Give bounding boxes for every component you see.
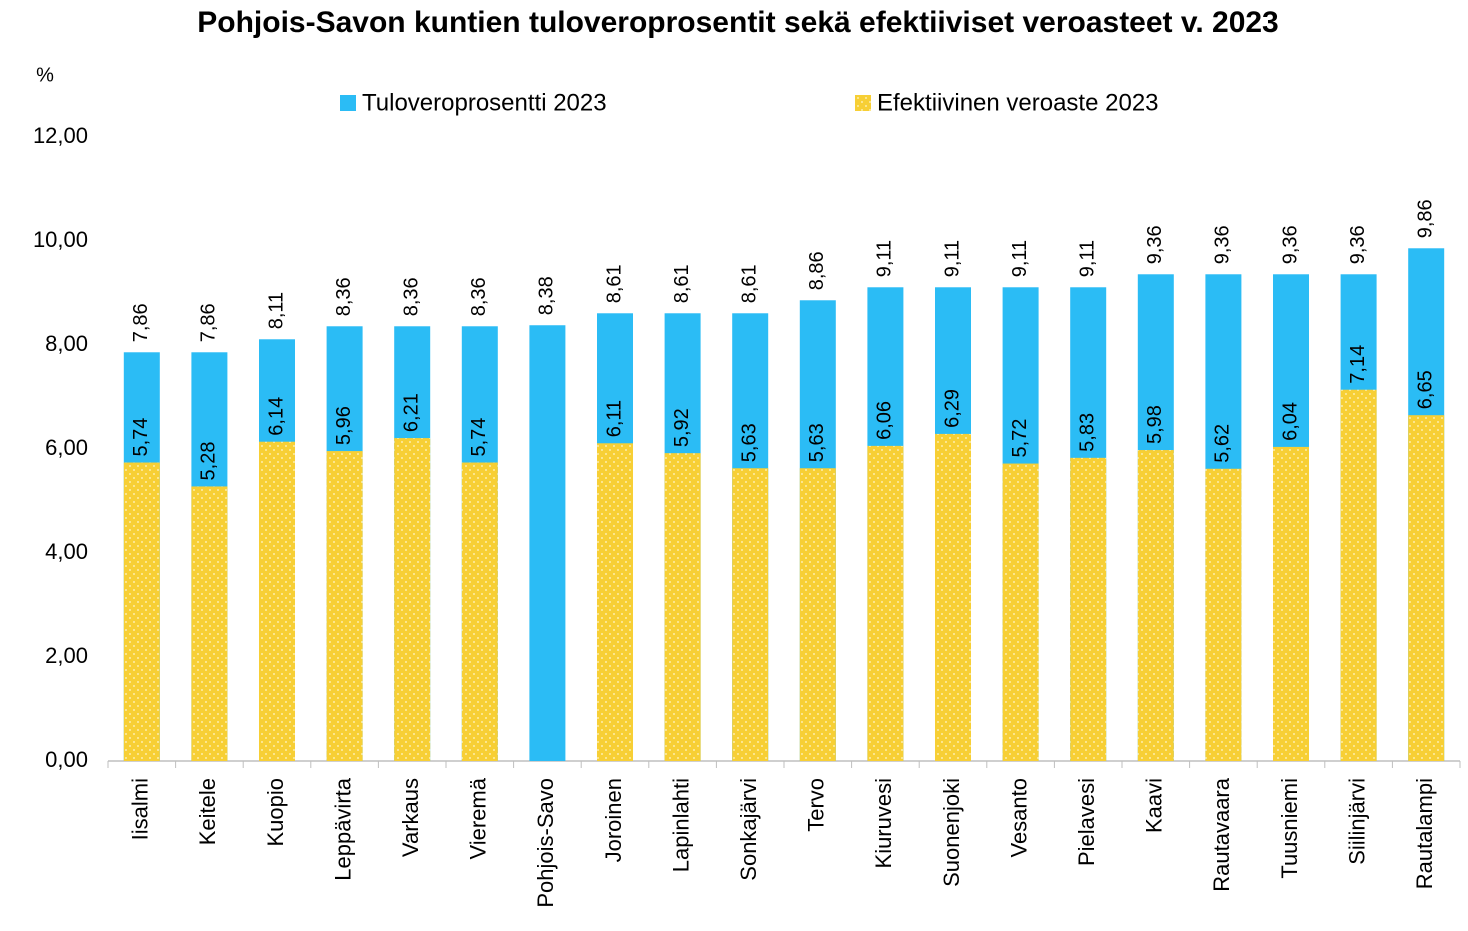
data-label: 5,92 xyxy=(671,408,693,447)
y-tick-label: 8,00 xyxy=(45,331,88,356)
data-label: 9,36 xyxy=(1347,225,1369,264)
data-label: 8,11 xyxy=(265,292,287,329)
x-tick-label: Pohjois-Savo xyxy=(533,778,558,908)
data-label: 9,36 xyxy=(1212,225,1234,264)
data-label: 5,98 xyxy=(1144,405,1166,444)
data-label: 5,96 xyxy=(333,406,355,445)
y-tick-label: 2,00 xyxy=(45,643,88,668)
x-tick-label: Kaavi xyxy=(1142,778,1167,833)
data-label: 6,14 xyxy=(265,397,287,436)
data-label: 5,63 xyxy=(806,423,828,462)
data-label: 9,11 xyxy=(941,240,963,277)
y-tick-label: 10,00 xyxy=(33,227,88,252)
data-label: 9,11 xyxy=(1076,240,1098,277)
bar xyxy=(1340,389,1377,761)
bar xyxy=(935,433,971,761)
bar xyxy=(1273,446,1309,761)
x-tick-label: Iisalmi xyxy=(128,778,153,840)
x-tick-label: Sonkajärvi xyxy=(736,778,761,881)
data-label: 5,74 xyxy=(130,418,152,457)
bar xyxy=(191,486,228,761)
bar xyxy=(1002,463,1039,761)
bar xyxy=(123,462,160,761)
data-label: 6,06 xyxy=(874,401,896,440)
data-label: 6,29 xyxy=(941,389,963,428)
x-tick-label: Tuusniemi xyxy=(1277,778,1302,879)
data-label: 8,86 xyxy=(806,251,828,290)
y-tick-label: 6,00 xyxy=(45,435,88,460)
bar xyxy=(1205,468,1242,761)
x-tick-label: Varkaus xyxy=(398,778,423,857)
data-label: 5,62 xyxy=(1212,424,1234,463)
y-tick-label: 0,00 xyxy=(45,747,88,772)
bar xyxy=(1408,415,1445,761)
data-label: 6,04 xyxy=(1279,402,1301,441)
y-axis-label: % xyxy=(36,64,54,86)
x-tick-label: Kiuruvesi xyxy=(871,778,896,868)
data-label: 6,11 xyxy=(603,400,625,437)
data-label: 7,86 xyxy=(130,303,152,342)
x-tick-label: Suonenjoki xyxy=(939,778,964,887)
y-tick-label: 12,00 xyxy=(33,123,88,148)
data-label: 9,11 xyxy=(1009,240,1031,277)
data-label: 8,38 xyxy=(536,276,558,315)
legend-marker xyxy=(340,95,356,111)
bar xyxy=(1137,450,1174,761)
bar xyxy=(326,451,363,761)
data-label: 9,11 xyxy=(874,240,896,277)
x-tick-label: Siilinjärvi xyxy=(1344,778,1369,865)
x-tick-label: Kuopio xyxy=(263,778,288,847)
data-label: 8,61 xyxy=(671,264,693,303)
bar xyxy=(461,462,498,761)
data-label: 6,21 xyxy=(400,393,422,432)
bar xyxy=(867,445,904,761)
bar xyxy=(529,325,566,761)
x-tick-label: Lapinlahti xyxy=(668,778,693,872)
legend-label: Tuloveroprosentti 2023 xyxy=(362,89,607,116)
data-label: 8,61 xyxy=(738,264,760,303)
bar xyxy=(259,441,295,761)
data-label: 9,36 xyxy=(1144,225,1166,264)
chart-title: Pohjois-Savon kuntien tuloveroprosentit … xyxy=(197,6,1279,39)
data-label: 8,36 xyxy=(400,277,422,316)
bar xyxy=(732,468,769,761)
x-tick-label: Tervo xyxy=(804,778,829,832)
data-label: 8,36 xyxy=(333,277,355,316)
bar xyxy=(394,438,431,761)
data-label: 5,74 xyxy=(468,418,490,457)
y-tick-label: 4,00 xyxy=(45,539,88,564)
data-label: 7,14 xyxy=(1347,345,1369,384)
data-label: 8,36 xyxy=(468,277,490,316)
legend-marker xyxy=(855,95,871,111)
data-label: 5,63 xyxy=(738,423,760,462)
x-tick-label: Joroinen xyxy=(601,778,626,862)
x-tick-label: Leppävirta xyxy=(330,777,355,881)
data-label: 5,28 xyxy=(198,442,220,481)
x-tick-label: Pielavesi xyxy=(1074,778,1099,866)
data-label: 9,36 xyxy=(1279,225,1301,264)
x-tick-label: Rautalampi xyxy=(1412,778,1437,889)
bar xyxy=(799,468,836,761)
data-label: 7,86 xyxy=(198,303,220,342)
data-label: 5,83 xyxy=(1076,413,1098,452)
bar xyxy=(664,453,701,761)
x-tick-label: Vieremä xyxy=(466,777,491,859)
bar xyxy=(1070,457,1107,761)
x-tick-label: Vesanto xyxy=(1006,778,1031,858)
data-label: 5,72 xyxy=(1009,419,1031,458)
data-label: 6,65 xyxy=(1414,370,1436,409)
bar xyxy=(597,443,633,761)
data-label: 9,86 xyxy=(1414,199,1436,238)
x-tick-label: Keitele xyxy=(195,778,220,845)
legend-label: Efektiivinen veroaste 2023 xyxy=(877,89,1159,116)
x-tick-label: Rautavaara xyxy=(1209,777,1234,892)
data-label: 8,61 xyxy=(603,264,625,303)
